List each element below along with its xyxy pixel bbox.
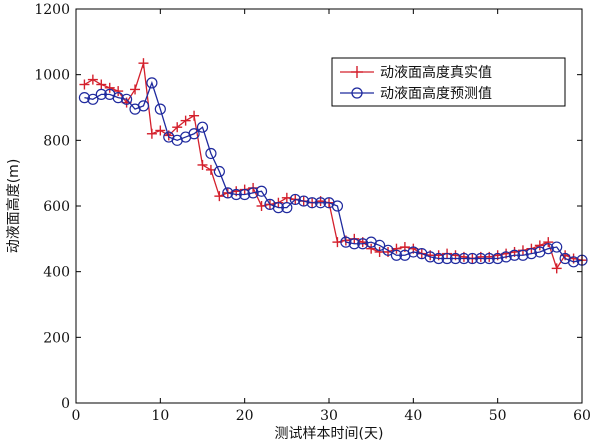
y-tick-label: 200 [43,330,70,346]
data-point-circle [340,236,352,248]
plot-frame [75,8,583,404]
data-point-circle [154,103,166,115]
data-point-circle [306,197,318,209]
data-point-circle [466,252,478,265]
data-point-circle [255,185,268,197]
x-tick-label: 10 [151,408,169,424]
data-point-plus [172,122,183,133]
y-tick-label: 400 [43,265,70,281]
data-point-plus [87,74,98,85]
legend: 动液面高度真实值 动液面高度预测值 [331,57,566,107]
data-point-circle [230,188,242,201]
y-tick-label: 600 [43,199,70,215]
data-point-circle [196,121,209,133]
data-point-circle [517,249,529,261]
data-point-plus [104,82,115,93]
x-tick-label: 30 [320,408,338,424]
data-point-plus [551,263,562,274]
data-point-circle [314,197,327,209]
data-point-circle [348,238,360,250]
data-point-circle [87,93,99,105]
data-point-circle [483,252,495,265]
x-tick-label: 20 [236,408,254,424]
data-point-plus [180,115,191,126]
data-point-circle [188,128,200,140]
x-tick-label: 50 [489,408,507,424]
data-point-circle [289,193,301,206]
data-point-plus [146,128,157,139]
data-point-circle [213,165,225,178]
data-point-circle [247,187,259,199]
data-point-circle [424,251,436,263]
data-point-circle [567,256,580,268]
data-point-plus [366,243,377,254]
data-point-plus [197,159,208,170]
series-predicted [78,77,588,268]
legend-marker-plus [351,66,363,78]
legend-label-actual: 动液面高度真实值 [380,64,492,81]
y-axis-title: 动液面高度(m) [5,159,22,254]
data-point-circle [508,249,521,261]
data-point-plus [138,58,149,69]
data-point-circle [331,200,344,212]
data-point-circle [525,248,538,260]
data-point-circle [120,93,133,105]
data-point-circle [357,238,369,250]
data-point-circle [390,249,403,261]
data-point-circle [281,202,293,214]
data-point-plus [79,79,90,90]
data-point-plus [113,86,124,97]
data-point-plus [189,110,200,121]
data-point-circle [542,243,554,255]
data-point-circle [78,92,91,104]
data-point-plus [155,125,166,136]
y-tick-label: 800 [43,133,70,149]
x-tick-label: 40 [404,408,422,424]
data-point-circle [146,77,158,89]
data-point-circle [492,252,504,265]
data-point-plus [96,79,107,90]
data-point-circle [374,239,386,251]
data-point-circle [475,252,487,265]
data-point-circle [433,252,445,265]
legend-marker-circle [351,87,363,99]
data-point-circle [407,246,419,258]
data-point-plus [214,191,225,202]
data-point-plus [534,240,545,251]
data-point-circle [272,202,284,214]
data-point-circle [137,100,150,112]
x-tick-label: 0 [72,408,81,424]
data-point-circle [298,195,310,207]
data-point-circle [239,188,251,201]
y-tick-label: 1000 [34,68,70,84]
legend-label-predicted: 动液面高度预测值 [380,85,492,102]
data-point-circle [500,251,512,263]
data-point-circle [95,88,107,100]
data-point-circle [551,241,563,253]
data-point-circle [205,147,217,160]
series-layer [78,58,588,274]
data-point-plus [130,84,141,95]
y-tick-label: 1200 [34,2,70,18]
data-point-circle [382,244,394,256]
data-point-plus [543,237,554,248]
data-point-circle [222,187,234,199]
data-point-circle [112,92,124,104]
x-tick-label: 60 [573,408,591,424]
x-axis-title: 测试样本时间(天) [275,426,384,442]
data-point-circle [449,252,462,265]
data-point-circle [458,252,470,265]
y-tick-label: 0 [61,396,70,412]
data-point-circle [441,252,453,265]
legend-box [331,57,566,107]
